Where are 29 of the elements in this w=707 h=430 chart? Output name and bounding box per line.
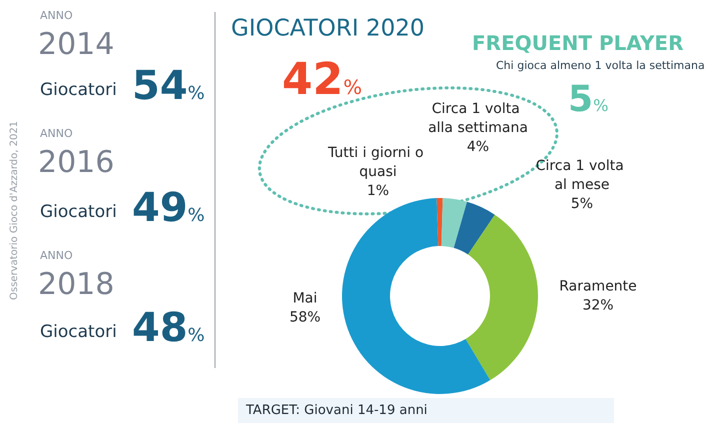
slice-label: Tutti i giorni o quasi [326, 145, 428, 180]
chart-title: GIOCATORI 2020 [231, 16, 424, 42]
text: Chi gioca almeno 1 volta la settimana [496, 59, 705, 72]
text: 2018 [38, 267, 114, 302]
slice-label: Circa 1 volta al mese [536, 158, 628, 193]
text: Giocatori [40, 80, 117, 100]
data-label: 5% [568, 79, 608, 120]
data-label: 58% [289, 310, 321, 326]
text: Giocatori [40, 202, 117, 222]
text: 49% [132, 185, 205, 231]
data-label: 32% [582, 298, 614, 314]
slice-label: Raramente [559, 278, 637, 294]
text: 2016 [38, 145, 114, 180]
slice-label: Circa 1 volta alla settimana [428, 101, 528, 136]
text: Osservatorio Gioco d'Azzardo, 2021 [9, 120, 20, 300]
text: 48% [132, 305, 205, 351]
slice-label: Mai [292, 290, 318, 306]
text: ANNO [40, 249, 73, 262]
text: ANNO [40, 9, 73, 22]
text: 5% [570, 196, 594, 212]
text: 42% [282, 54, 362, 105]
text: ANNO [40, 127, 73, 140]
text: Giocatori [40, 322, 117, 342]
text: TARGET: Giovani 14-19 anni [238, 398, 614, 423]
text: 54% [132, 63, 205, 109]
text: 2014 [38, 27, 114, 62]
data-label: 4% [466, 139, 490, 155]
data-label: 1% [366, 183, 390, 199]
text: FREQUENT PLAYER [472, 31, 684, 55]
